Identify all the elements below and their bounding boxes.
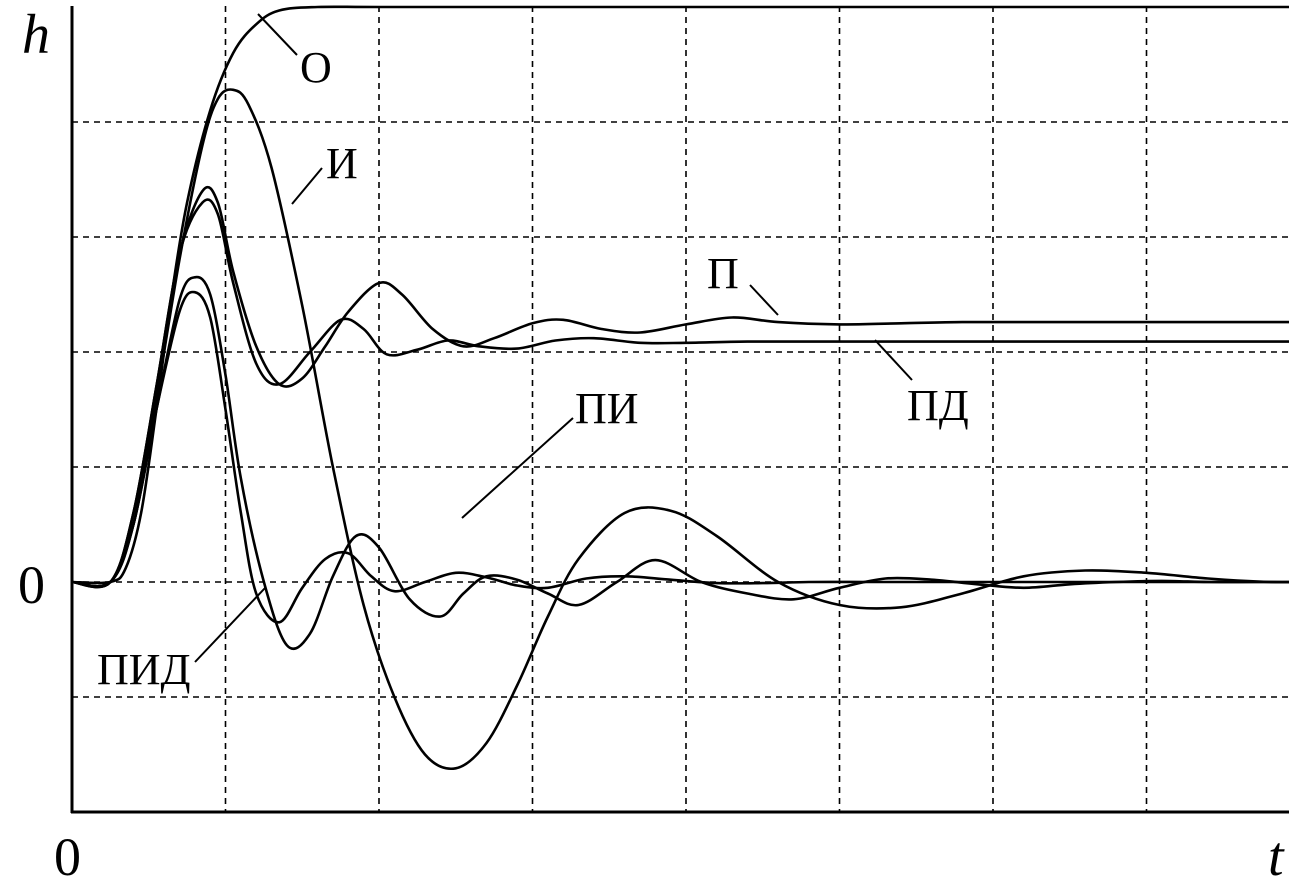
leader-line-PID	[194, 587, 266, 663]
series-line-I	[71, 88, 1289, 771]
series-line-PI	[71, 275, 1289, 651]
series-line-PID	[71, 290, 1289, 624]
x-tick-label-0: 0	[54, 827, 81, 879]
series-label-P: П	[707, 249, 739, 298]
series-label-PD: ПД	[907, 381, 969, 430]
series-label-PID: ПИД	[97, 645, 191, 694]
series-label-I: И	[326, 139, 358, 188]
leader-line-PD	[874, 339, 913, 381]
leader-line-PI	[461, 417, 574, 519]
grid	[72, 6, 1289, 812]
axes	[70, 6, 1289, 814]
series-lines	[71, 5, 1289, 771]
y-axis-label: h	[22, 4, 50, 66]
leader-line-O	[257, 13, 298, 56]
y-tick-label-0: 0	[18, 555, 45, 615]
label-leader-lines	[194, 13, 913, 663]
series-label-O: О	[300, 43, 332, 92]
series-label-PI: ПИ	[575, 384, 639, 433]
series-line-P	[71, 185, 1289, 589]
leader-line-P	[749, 284, 779, 316]
series-line-PD	[71, 198, 1289, 589]
leader-line-I	[291, 167, 323, 205]
series-line-O	[71, 5, 1289, 585]
x-axis-label: t	[1268, 826, 1285, 879]
